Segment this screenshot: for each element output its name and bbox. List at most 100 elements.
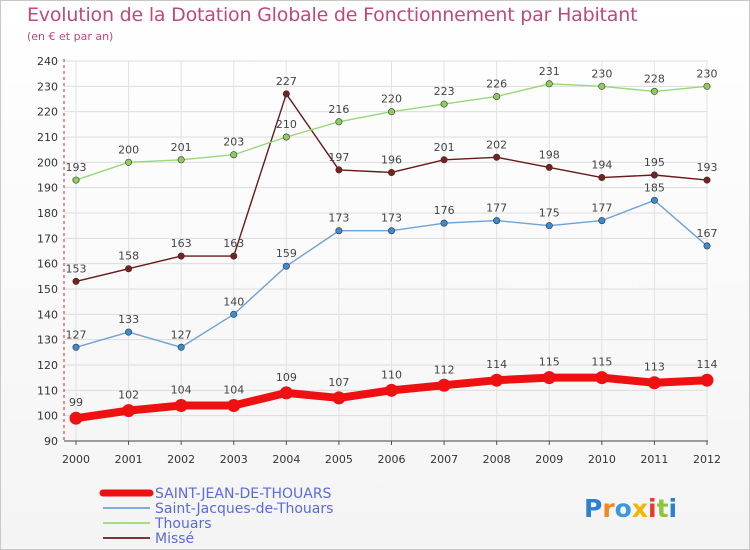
data-label: 176 (434, 204, 455, 217)
data-point (72, 176, 80, 184)
data-point (598, 217, 606, 225)
y-tick-label: 240 (37, 55, 58, 68)
data-point (700, 373, 714, 387)
data-label: 158 (118, 250, 139, 263)
data-label: 115 (539, 356, 560, 369)
data-label: 102 (118, 389, 139, 402)
data-label: 107 (328, 376, 349, 389)
data-point (69, 411, 83, 425)
data-label: 202 (486, 138, 507, 151)
y-tick-label: 110 (37, 384, 58, 397)
logo-letter: i (648, 494, 657, 523)
data-label: 153 (66, 262, 87, 275)
data-label: 227 (276, 75, 297, 88)
data-label: 109 (276, 371, 297, 384)
data-point (598, 174, 606, 182)
data-point (437, 378, 451, 392)
data-label: 201 (434, 141, 455, 154)
data-label: 201 (171, 141, 192, 154)
y-tick-label: 140 (37, 308, 58, 321)
x-tick-label: 2003 (220, 453, 248, 466)
data-point (545, 80, 553, 88)
data-point (177, 343, 185, 351)
data-point (335, 166, 343, 174)
data-label: 114 (697, 358, 718, 371)
data-label: 193 (697, 161, 718, 174)
x-tick-label: 2002 (167, 453, 195, 466)
data-point (545, 222, 553, 230)
data-label: 99 (69, 396, 83, 409)
data-label: 226 (486, 77, 507, 90)
data-point (177, 252, 185, 260)
logo-letter: o (615, 494, 632, 523)
data-point (703, 82, 711, 90)
x-tick-label: 2007 (430, 453, 458, 466)
data-point (125, 265, 133, 273)
data-label: 163 (171, 237, 192, 250)
data-point (650, 87, 658, 95)
data-point (174, 399, 188, 413)
data-point (440, 156, 448, 164)
x-tick-label: 2006 (378, 453, 406, 466)
data-point (332, 391, 346, 405)
x-tick-label: 2008 (483, 453, 511, 466)
x-tick-label: 2011 (640, 453, 668, 466)
y-tick-label: 190 (37, 182, 58, 195)
data-label: 177 (591, 202, 612, 215)
data-point (703, 242, 711, 250)
y-tick-label: 130 (37, 334, 58, 347)
data-point (545, 163, 553, 171)
x-tick-label: 2001 (115, 453, 143, 466)
data-point (125, 328, 133, 336)
data-label: 110 (381, 368, 402, 381)
data-point (598, 82, 606, 90)
data-labels: 153 158 163 163 227 197 196 201 202 198 194 195 193 1… (66, 65, 718, 409)
data-label: 133 (118, 313, 139, 326)
data-label: 198 (539, 148, 560, 161)
y-tick-label: 100 (37, 410, 58, 423)
y-tick-label: 210 (37, 131, 58, 144)
chart-title: Evolution de la Dotation Globale de Fonc… (27, 4, 638, 26)
x-tick-label: 2012 (693, 453, 721, 466)
series-miss- (72, 90, 711, 285)
series-layer (69, 80, 714, 425)
legend-label-miss-: Missé (155, 531, 194, 547)
x-tick-label: 2000 (62, 453, 90, 466)
data-point (282, 90, 290, 98)
series-saint-jean-de-thouars (69, 371, 714, 425)
series-saint-jacques-de-thouars (72, 196, 711, 351)
chart-subtitle: (en € et par an) (27, 30, 114, 43)
data-point (650, 171, 658, 179)
data-label: 112 (434, 363, 455, 376)
series-thouars (72, 80, 711, 184)
x-tick-label: 2009 (535, 453, 563, 466)
data-label: 185 (644, 181, 665, 194)
data-label: 203 (223, 136, 244, 149)
y-tick-label: 160 (37, 258, 58, 271)
data-label: 140 (223, 295, 244, 308)
data-point (230, 252, 238, 260)
data-point (493, 153, 501, 161)
logo-letter: t (657, 494, 669, 523)
data-point (493, 92, 501, 100)
legend: SAINT-JEAN-DE-THOUARSSaint-Jacques-de-Th… (99, 486, 333, 547)
data-point (387, 108, 395, 116)
data-point (385, 383, 398, 397)
x-tick-label: 2010 (588, 453, 616, 466)
data-point (440, 219, 448, 227)
data-point (279, 386, 293, 400)
data-label: 200 (118, 143, 139, 156)
data-label: 113 (644, 361, 665, 374)
y-tick-label: 120 (37, 359, 58, 372)
y-tick-label: 170 (37, 232, 58, 245)
data-label: 173 (328, 212, 349, 225)
data-label: 230 (591, 67, 612, 80)
data-label: 163 (223, 237, 244, 250)
data-point (595, 371, 609, 385)
data-point (230, 310, 238, 318)
data-label: 115 (591, 356, 612, 369)
legend-label-thouars: Thouars (154, 516, 212, 532)
y-tick-label: 200 (37, 156, 58, 169)
data-point (490, 373, 504, 387)
data-point (335, 118, 343, 126)
